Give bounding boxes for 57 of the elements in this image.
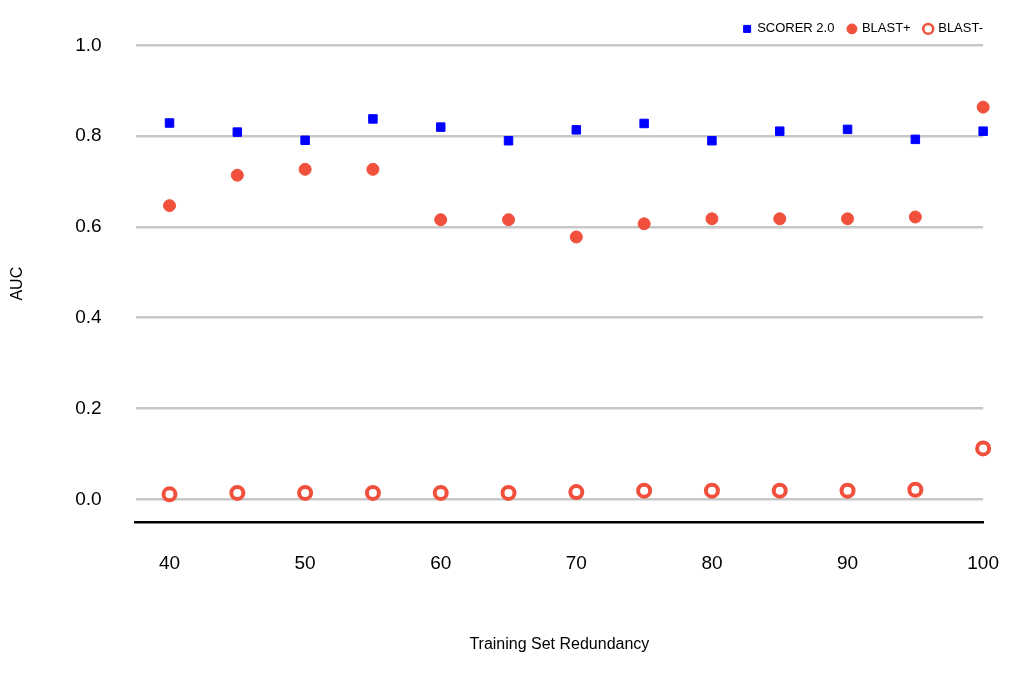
point (229, 484, 246, 501)
legend-label: BLAST+ (861, 20, 911, 36)
point (368, 114, 378, 124)
point (975, 440, 992, 457)
point (163, 199, 177, 213)
point (842, 124, 853, 135)
point (164, 118, 175, 128)
point (500, 484, 517, 501)
y-tick-label: 0.4 (75, 305, 103, 327)
y-tick-label: 0.8 (75, 124, 102, 146)
x-tick-label: 60 (430, 551, 452, 573)
point (773, 212, 787, 226)
point (907, 481, 924, 498)
point (300, 135, 310, 146)
point (910, 134, 921, 145)
y-tick-label: 0.2 (75, 396, 102, 418)
x-tick-label: 100 (967, 551, 999, 573)
point (297, 484, 314, 501)
point (364, 484, 381, 501)
point (841, 212, 855, 226)
point (639, 118, 649, 129)
point (707, 135, 717, 146)
y-tick-label: 1.0 (75, 33, 102, 55)
point (771, 482, 788, 499)
point (503, 135, 514, 146)
point (435, 122, 446, 132)
point (775, 126, 785, 136)
y-tick-label: 0.0 (75, 487, 102, 509)
x-tick-label: 50 (294, 551, 316, 573)
legend-label: BLAST- (938, 20, 983, 36)
point (705, 212, 719, 226)
point (568, 484, 585, 501)
x-tick-label: 70 (565, 551, 587, 573)
y-tick-label: 0.6 (75, 215, 102, 237)
x-tick-label: 40 (158, 551, 181, 573)
point (571, 125, 582, 135)
x-tick-label: 90 (836, 551, 859, 573)
point (434, 213, 448, 227)
x-tick-label: 80 (701, 551, 723, 573)
point (502, 213, 516, 227)
point (839, 482, 856, 499)
point (908, 210, 922, 224)
point (366, 162, 380, 176)
point (230, 168, 244, 182)
x-axis-title: Training Set Redundancy (469, 634, 650, 652)
point (232, 127, 243, 137)
point (703, 482, 720, 499)
point (298, 162, 312, 176)
point (637, 217, 651, 231)
point (636, 482, 653, 499)
y-axis-title: AUC (8, 266, 26, 301)
point (976, 100, 990, 114)
point (161, 486, 178, 503)
point (432, 484, 449, 501)
legend-label: SCORER 2.0 (757, 20, 835, 36)
point (569, 230, 583, 244)
point (978, 126, 988, 136)
